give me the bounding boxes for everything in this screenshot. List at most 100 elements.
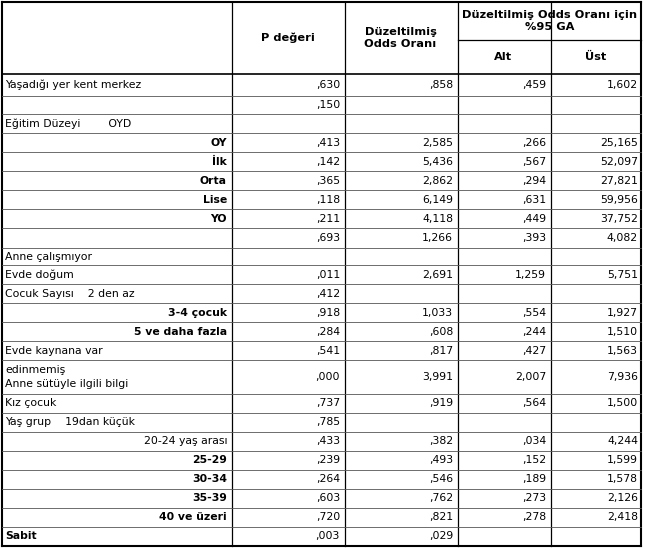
Text: ,493: ,493 bbox=[429, 455, 453, 465]
Text: ,459: ,459 bbox=[522, 80, 546, 90]
Text: ,630: ,630 bbox=[316, 80, 340, 90]
Text: Evde doğum: Evde doğum bbox=[5, 270, 74, 280]
Text: Anne çalışmıyor: Anne çalışmıyor bbox=[5, 252, 92, 262]
Text: ,264: ,264 bbox=[316, 475, 340, 485]
Text: ,152: ,152 bbox=[522, 455, 546, 465]
Text: ,150: ,150 bbox=[316, 100, 340, 111]
Text: 27,821: 27,821 bbox=[600, 176, 638, 186]
Text: 5 ve daha fazla: 5 ve daha fazla bbox=[134, 327, 227, 337]
Text: ,918: ,918 bbox=[316, 308, 340, 318]
Text: 37,752: 37,752 bbox=[600, 214, 638, 224]
Text: ,003: ,003 bbox=[315, 531, 340, 542]
Text: ,365: ,365 bbox=[316, 176, 340, 186]
Text: 1,563: 1,563 bbox=[607, 346, 638, 356]
Text: ,546: ,546 bbox=[429, 475, 453, 485]
Text: ,273: ,273 bbox=[522, 493, 546, 503]
Text: Kız çocuk: Kız çocuk bbox=[5, 398, 56, 409]
Text: Düzeltilmiş
Odds Oranı: Düzeltilmiş Odds Oranı bbox=[364, 27, 437, 49]
Text: ,211: ,211 bbox=[316, 214, 340, 224]
Text: ,564: ,564 bbox=[522, 398, 546, 409]
Text: Cocuk Sayısı    2 den az: Cocuk Sayısı 2 den az bbox=[5, 289, 135, 299]
Text: ,011: ,011 bbox=[316, 270, 340, 280]
Text: Eğitim Düzeyi        OYD: Eğitim Düzeyi OYD bbox=[5, 118, 131, 129]
Text: ,631: ,631 bbox=[522, 195, 546, 205]
Text: ,554: ,554 bbox=[522, 308, 546, 318]
Text: ,244: ,244 bbox=[522, 327, 546, 337]
Text: 1,927: 1,927 bbox=[607, 308, 638, 318]
Text: ,449: ,449 bbox=[522, 214, 546, 224]
Text: ,785: ,785 bbox=[316, 417, 340, 427]
Text: Düzeltilmiş Odds Oranı için
%95 GA: Düzeltilmiş Odds Oranı için %95 GA bbox=[462, 10, 637, 32]
Text: 2,418: 2,418 bbox=[607, 513, 638, 522]
Text: 20-24 yaş arası: 20-24 yaş arası bbox=[143, 436, 227, 447]
Text: ,000: ,000 bbox=[315, 372, 340, 382]
Text: ,541: ,541 bbox=[316, 346, 340, 356]
Text: ,393: ,393 bbox=[522, 233, 546, 244]
Text: ,034: ,034 bbox=[522, 436, 546, 447]
Text: Evde kaynana var: Evde kaynana var bbox=[5, 346, 103, 356]
Text: 1,510: 1,510 bbox=[607, 327, 638, 337]
Text: OY: OY bbox=[210, 138, 227, 148]
Text: 4,118: 4,118 bbox=[422, 214, 453, 224]
Text: edinmemiş: edinmemiş bbox=[5, 365, 65, 375]
Text: ,919: ,919 bbox=[429, 398, 453, 409]
Text: 7,936: 7,936 bbox=[607, 372, 638, 382]
Text: ,821: ,821 bbox=[429, 513, 453, 522]
Text: ,266: ,266 bbox=[522, 138, 546, 148]
Text: 5,751: 5,751 bbox=[607, 270, 638, 280]
Text: Yaşadığı yer kent merkez: Yaşadığı yer kent merkez bbox=[5, 80, 141, 90]
Text: ,567: ,567 bbox=[522, 157, 546, 167]
Text: P değeri: P değeri bbox=[261, 33, 315, 43]
Text: 1,578: 1,578 bbox=[607, 475, 638, 485]
Text: 40 ve üzeri: 40 ve üzeri bbox=[159, 513, 227, 522]
Text: 52,097: 52,097 bbox=[600, 157, 638, 167]
Text: ,817: ,817 bbox=[429, 346, 453, 356]
Text: ,118: ,118 bbox=[316, 195, 340, 205]
Text: ,433: ,433 bbox=[316, 436, 340, 447]
Text: Yaş grup    19dan küçük: Yaş grup 19dan küçük bbox=[5, 417, 135, 427]
Text: ,029: ,029 bbox=[429, 531, 453, 542]
Text: 4,244: 4,244 bbox=[607, 436, 638, 447]
Text: İlk: İlk bbox=[212, 157, 227, 167]
Text: 2,585: 2,585 bbox=[422, 138, 453, 148]
Text: 59,956: 59,956 bbox=[600, 195, 638, 205]
Text: ,278: ,278 bbox=[522, 513, 546, 522]
Text: ,737: ,737 bbox=[316, 398, 340, 409]
Text: 1,602: 1,602 bbox=[607, 80, 638, 90]
Text: ,239: ,239 bbox=[316, 455, 340, 465]
Text: ,294: ,294 bbox=[522, 176, 546, 186]
Text: Orta: Orta bbox=[200, 176, 227, 186]
Text: 4,082: 4,082 bbox=[607, 233, 638, 244]
Text: 3-4 çocuk: 3-4 çocuk bbox=[168, 308, 227, 318]
Text: 1,033: 1,033 bbox=[422, 308, 453, 318]
Text: ,603: ,603 bbox=[316, 493, 340, 503]
Text: ,608: ,608 bbox=[429, 327, 453, 337]
Text: ,189: ,189 bbox=[522, 475, 546, 485]
Text: 1,599: 1,599 bbox=[607, 455, 638, 465]
Text: 25,165: 25,165 bbox=[600, 138, 638, 148]
Text: 25-29: 25-29 bbox=[192, 455, 227, 465]
Text: 3,991: 3,991 bbox=[422, 372, 453, 382]
Text: Alt: Alt bbox=[495, 52, 513, 62]
Text: 30-34: 30-34 bbox=[192, 475, 227, 485]
Text: ,413: ,413 bbox=[316, 138, 340, 148]
Text: Lise: Lise bbox=[203, 195, 227, 205]
Text: 2,691: 2,691 bbox=[422, 270, 453, 280]
Text: Üst: Üst bbox=[586, 52, 607, 62]
Text: 5,436: 5,436 bbox=[422, 157, 453, 167]
Text: Sabit: Sabit bbox=[5, 531, 37, 542]
Text: 1,266: 1,266 bbox=[422, 233, 453, 244]
Text: ,142: ,142 bbox=[316, 157, 340, 167]
Text: ,693: ,693 bbox=[316, 233, 340, 244]
Text: YO: YO bbox=[210, 214, 227, 224]
Text: 2,007: 2,007 bbox=[515, 372, 546, 382]
Text: 6,149: 6,149 bbox=[422, 195, 453, 205]
Text: ,858: ,858 bbox=[429, 80, 453, 90]
Text: 1,259: 1,259 bbox=[515, 270, 546, 280]
Text: ,382: ,382 bbox=[429, 436, 453, 447]
Text: 1,500: 1,500 bbox=[607, 398, 638, 409]
Text: Anne sütüyle ilgili bilgi: Anne sütüyle ilgili bilgi bbox=[5, 379, 128, 389]
Text: 35-39: 35-39 bbox=[192, 493, 227, 503]
Text: ,720: ,720 bbox=[316, 513, 340, 522]
Text: ,284: ,284 bbox=[316, 327, 340, 337]
